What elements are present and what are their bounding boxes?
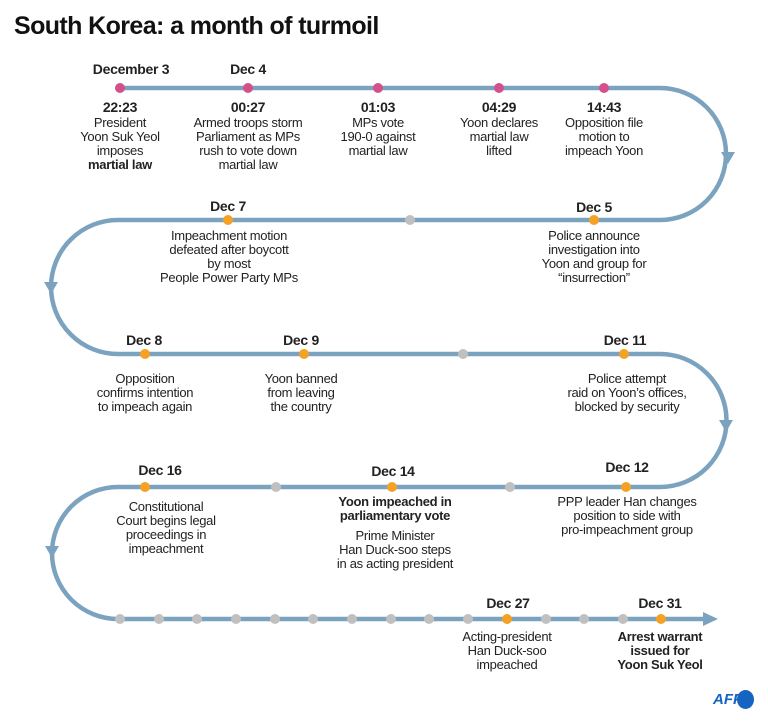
event-label: Yoon impeached in parliamentary vote Prim…: [336, 494, 454, 571]
day-marker: [347, 614, 357, 624]
event-marker: [656, 614, 666, 624]
event-label: 22:23 President Yoon Suk Yeol imposes mart…: [80, 99, 160, 172]
date-label: December 3: [92, 61, 170, 77]
day-marker: [115, 614, 125, 624]
event-label: Impeachment motion defeated after boycot…: [160, 228, 298, 285]
timeline-path: [48, 85, 729, 622]
event-marker: [494, 83, 504, 93]
event-marker: [387, 482, 397, 492]
event-marker: [115, 83, 125, 93]
date-label: Dec 5: [576, 199, 612, 215]
date-label: Dec 14: [371, 463, 415, 479]
day-marker: [405, 215, 415, 225]
date-label: Dec 16: [138, 462, 182, 478]
event-marker: [502, 614, 512, 624]
day-marker: [424, 614, 434, 624]
event-marker: [243, 83, 253, 93]
day-marker: [386, 614, 396, 624]
afp-logo: AFP: [713, 691, 743, 708]
day-marker: [192, 614, 202, 624]
event-marker: [299, 349, 309, 359]
event-marker: [223, 215, 233, 225]
event-marker: [619, 349, 629, 359]
day-marker: [308, 614, 318, 624]
day-marker: [505, 482, 515, 492]
day-marker: [271, 482, 281, 492]
day-marker: [231, 614, 241, 624]
event-marker: [589, 215, 599, 225]
event-marker: [621, 482, 631, 492]
day-marker: [463, 614, 473, 624]
day-marker: [618, 614, 628, 624]
date-label: Dec 12: [605, 459, 649, 475]
date-label: Dec 4: [230, 61, 266, 77]
event-label: 01:03 MPs vote 190-0 against martial law: [340, 99, 416, 158]
event-label: Acting-president Han Duck-soo impeached: [462, 629, 552, 672]
event-marker: [599, 83, 609, 93]
date-label: Dec 11: [603, 332, 647, 348]
date-label: Dec 27: [486, 595, 530, 611]
event-label: Police attempt raid on Yoon’s offices, b…: [567, 371, 687, 414]
day-marker: [541, 614, 551, 624]
date-label: Dec 8: [126, 332, 162, 348]
day-marker: [458, 349, 468, 359]
event-label: 14:43 Opposition file motion to impeach Y…: [564, 99, 644, 158]
event-label: Yoon banned from leaving the country: [264, 371, 338, 414]
arrow-icon: [719, 420, 733, 432]
event-marker: [140, 349, 150, 359]
event-label: Opposition confirms intention to impeach…: [96, 371, 194, 414]
date-label: Dec 31: [638, 595, 682, 611]
arrow-icon: [45, 546, 59, 558]
event-label: Police announce investigation into Yoon …: [541, 228, 647, 285]
event-label: 00:27 Armed troops storm Parliament as MP…: [193, 99, 303, 172]
arrow-end-icon: [703, 612, 718, 626]
day-marker: [154, 614, 164, 624]
date-label: Dec 9: [283, 332, 319, 348]
event-label: PPP leader Han changes position to side …: [557, 494, 697, 537]
arrow-icon: [721, 152, 735, 164]
arrow-icon: [44, 282, 58, 294]
date-label: Dec 7: [210, 198, 246, 214]
event-label: Constitutional Court begins legal procee…: [116, 499, 216, 556]
event-marker: [140, 482, 150, 492]
event-marker: [373, 83, 383, 93]
afp-logo-dot: [737, 690, 754, 709]
day-marker: [579, 614, 589, 624]
day-marker: [270, 614, 280, 624]
event-label: 04:29 Yoon declares martial law lifted: [459, 99, 539, 158]
page-title: South Korea: a month of turmoil: [14, 12, 379, 40]
event-label: Arrest warrant issued for Yoon Suk Yeol: [617, 629, 703, 672]
